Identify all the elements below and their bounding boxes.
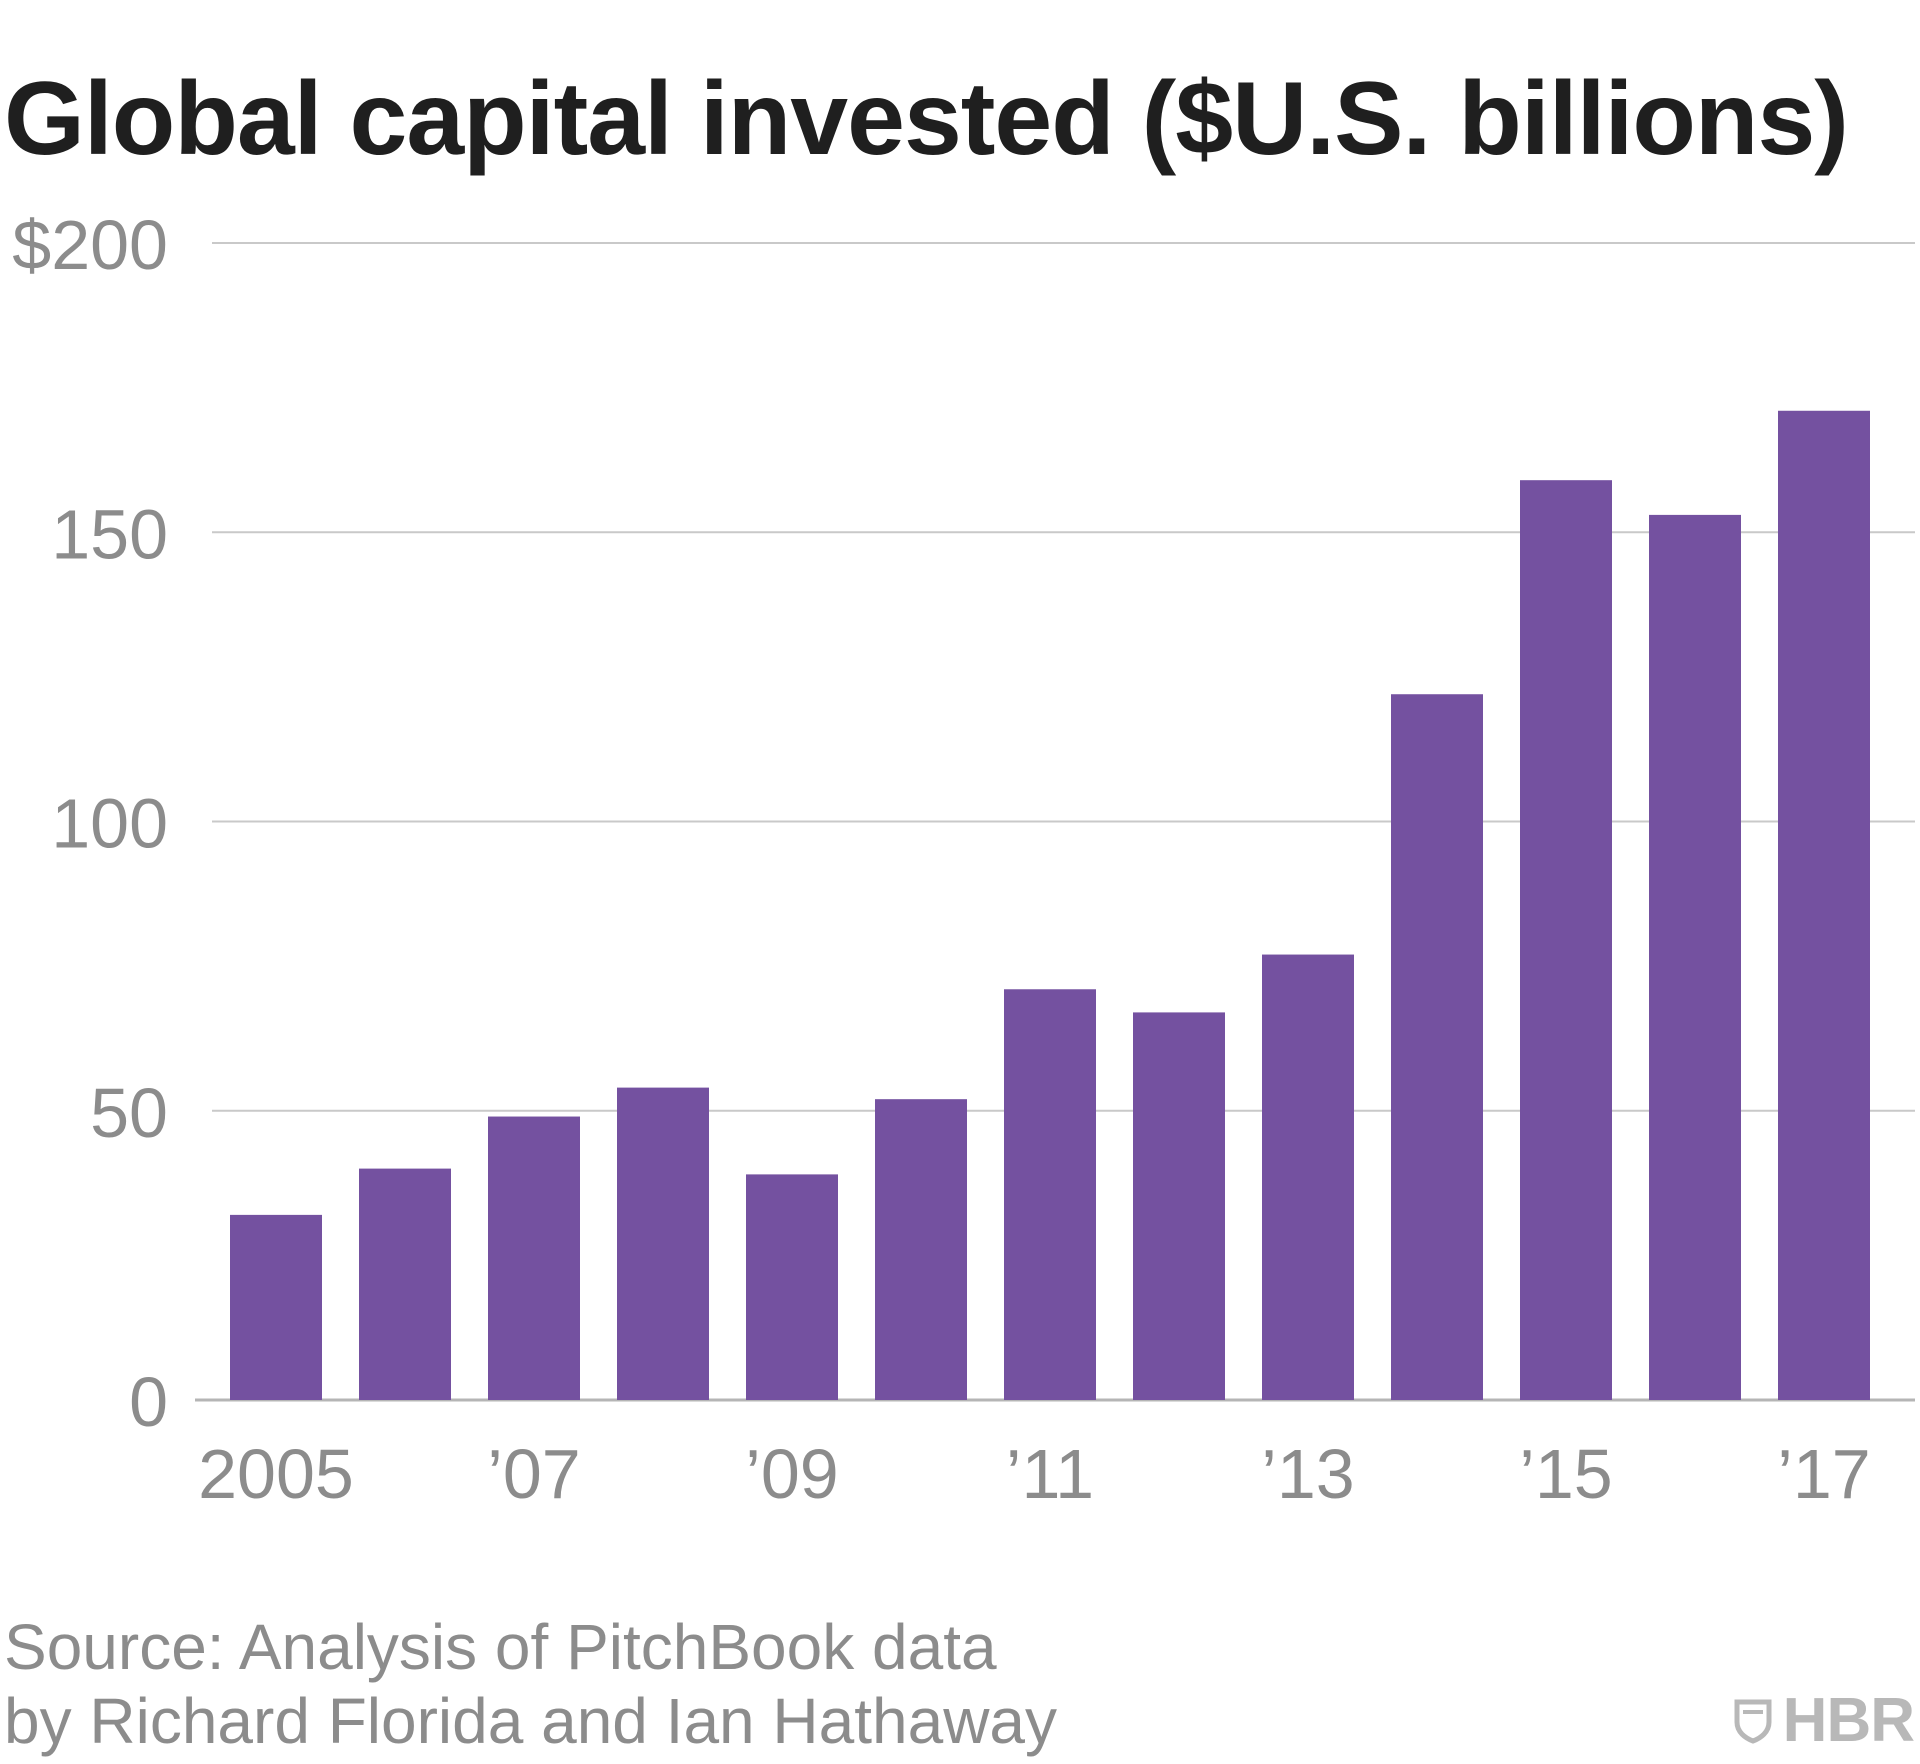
x-tick-label: ’17 [1777,1435,1870,1513]
x-tick-label: ’15 [1519,1435,1612,1513]
y-tick-label: 50 [90,1074,168,1152]
bar-2005 [230,1214,322,1400]
bar-2007 [488,1116,580,1400]
bar-2015 [1520,480,1612,1400]
bar-2014 [1391,694,1483,1400]
bar-2013 [1262,954,1354,1400]
source-line-2: by Richard Florida and Ian Hathaway [4,1685,1057,1757]
x-axis-ticks: 2005 ’07 ’09 ’11 ’13 ’15 ’17 [198,1435,1871,1513]
source-note: Source: Analysis of PitchBook data by Ri… [4,1610,1057,1758]
bars [230,410,1870,1400]
bar-2008 [617,1087,709,1400]
y-tick-label: 150 [51,495,168,573]
y-tick-label: $200 [12,206,168,284]
x-tick-label: 2005 [198,1435,354,1513]
hbr-shield-icon [1734,1699,1772,1744]
y-tick-label: 0 [129,1363,168,1441]
y-tick-label: 100 [51,785,168,863]
x-tick-label: ’07 [487,1435,580,1513]
chart-title: Global capital invested ($U.S. billions) [4,61,1849,177]
bar-2017 [1778,410,1870,1400]
x-tick-label: ’13 [1261,1435,1354,1513]
bar-2016 [1649,514,1741,1400]
x-tick-label: ’11 [1006,1435,1094,1513]
bar-2009 [746,1174,838,1400]
source-line-1: Source: Analysis of PitchBook data [4,1611,997,1683]
bar-2006 [359,1168,451,1400]
brand-logo: HBR [1733,1685,1915,1756]
bar-2010 [875,1099,967,1400]
bar-2012 [1133,1012,1225,1400]
brand-text: HBR [1782,1686,1915,1755]
y-axis-ticks: 0 50 100 150 $200 [12,206,168,1441]
x-tick-label: ’09 [745,1435,838,1513]
bar-2011 [1004,989,1096,1400]
